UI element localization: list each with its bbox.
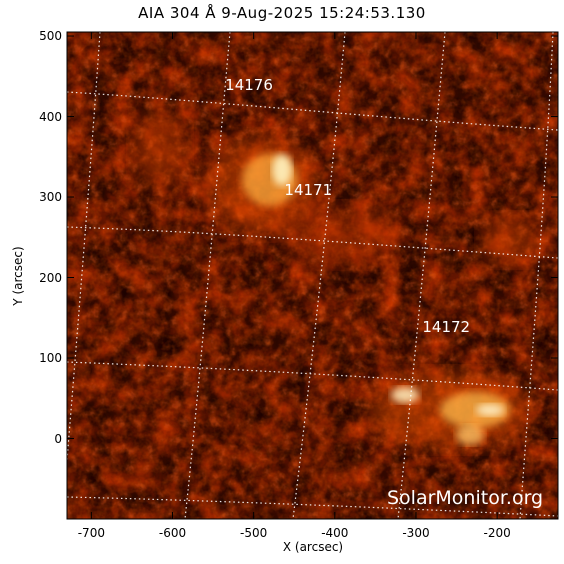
y-axis-title: Y (arcsec) xyxy=(11,246,25,306)
grid-latitude-line xyxy=(67,226,558,259)
active-region-label: 14171 xyxy=(284,180,333,199)
watermark: SolarMonitor.org xyxy=(387,487,544,509)
grid-latitude-line xyxy=(67,91,558,131)
y-tick-label: 400 xyxy=(39,109,62,124)
image-title: AIA 304 Å 9-Aug-2025 15:24:53.130 xyxy=(138,4,426,22)
x-tick-label: -400 xyxy=(321,526,349,540)
x-tick-label: -500 xyxy=(240,526,268,540)
x-tick-label: -700 xyxy=(77,526,105,540)
grid-longitude-line xyxy=(519,32,554,519)
x-tick-label: -200 xyxy=(483,526,511,540)
plot-frame xyxy=(66,31,559,520)
x-tick-label: -300 xyxy=(402,526,430,540)
x-tick-label: -600 xyxy=(158,526,187,540)
y-tick-label: 500 xyxy=(39,29,62,44)
solar-disk-region xyxy=(67,32,558,519)
y-tick-label: 200 xyxy=(39,270,62,285)
y-tick-label: 0 xyxy=(54,431,62,446)
tick-marks xyxy=(67,32,558,519)
bright-active-regions xyxy=(132,112,540,448)
active-region-label: 14172 xyxy=(422,318,471,337)
x-axis-title: X (arcsec) xyxy=(282,540,344,554)
active-region-label: 14176 xyxy=(225,75,273,94)
y-tick-label: 100 xyxy=(39,351,62,365)
grid-longitude-line xyxy=(67,32,101,461)
y-tick-label: 300 xyxy=(39,190,62,205)
heliographic-grid xyxy=(67,32,558,519)
grid-latitude-line xyxy=(67,496,558,517)
